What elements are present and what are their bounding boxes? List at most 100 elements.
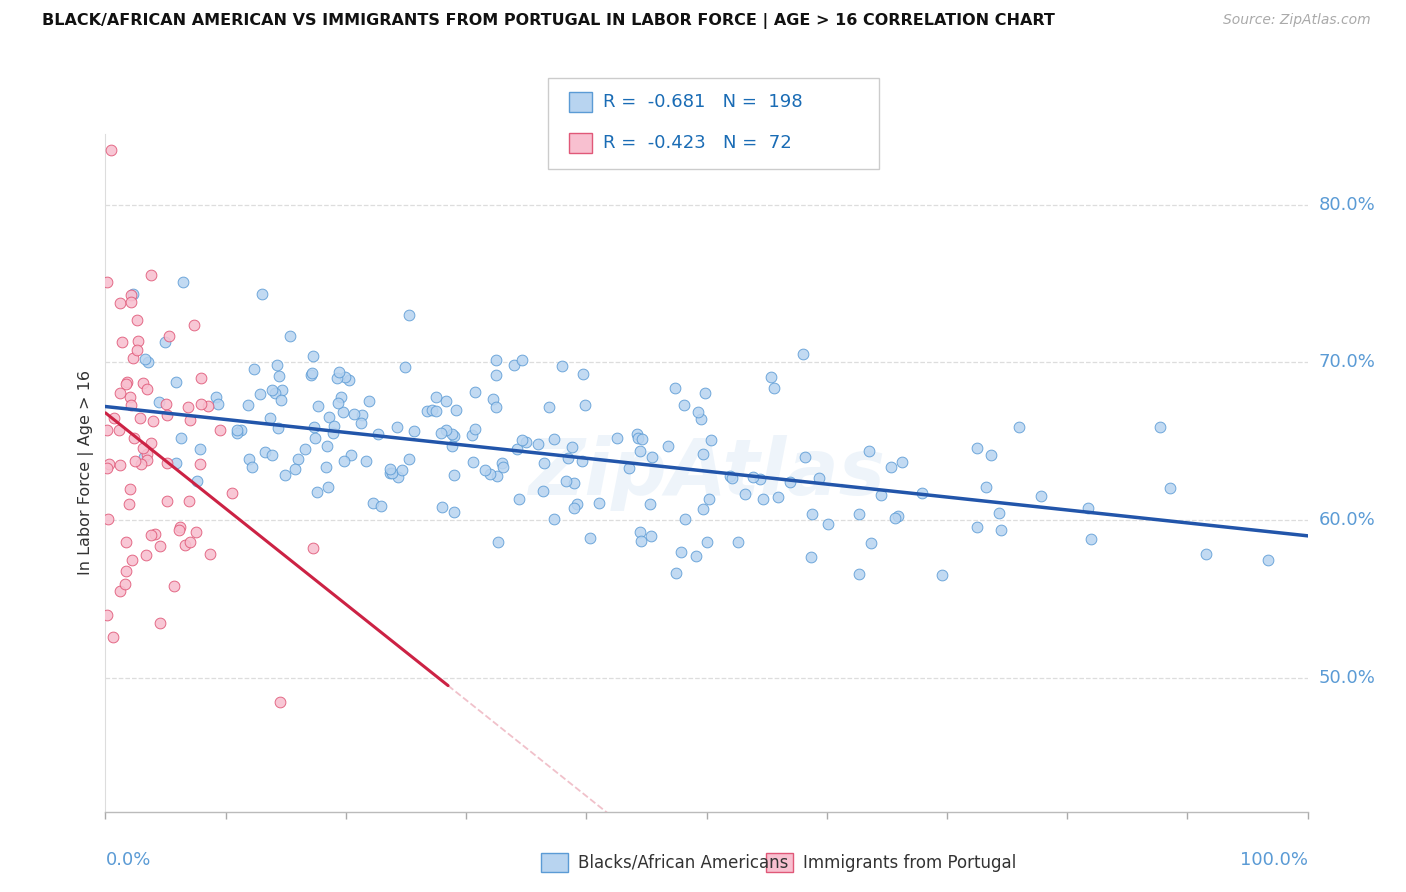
- Point: [271, 383, 294, 397]
- Point: [638, 497, 661, 511]
- Point: [491, 456, 513, 470]
- Point: [127, 313, 149, 327]
- Point: [657, 440, 679, 454]
- Point: [198, 547, 221, 561]
- Point: [236, 398, 259, 412]
- Point: [179, 413, 201, 427]
- Text: Source: ZipAtlas.com: Source: ZipAtlas.com: [1223, 13, 1371, 28]
- Point: [134, 450, 156, 464]
- Point: [114, 564, 136, 578]
- Point: [554, 474, 576, 488]
- Point: [752, 492, 775, 507]
- Point: [571, 454, 593, 468]
- Point: [111, 335, 134, 350]
- Point: [361, 496, 384, 510]
- Point: [848, 566, 870, 581]
- Point: [562, 500, 585, 515]
- Point: [129, 457, 152, 471]
- Point: [485, 469, 508, 483]
- Point: [108, 296, 131, 310]
- Point: [207, 397, 229, 411]
- Point: [170, 431, 193, 445]
- Point: [669, 545, 692, 559]
- Point: [229, 424, 252, 438]
- Point: [533, 456, 555, 470]
- Point: [174, 538, 197, 552]
- Point: [692, 447, 714, 461]
- Point: [132, 441, 155, 455]
- Point: [464, 422, 486, 436]
- Point: [97, 457, 120, 471]
- Point: [1195, 547, 1218, 561]
- Point: [801, 507, 824, 521]
- Point: [169, 523, 191, 537]
- Point: [253, 444, 276, 458]
- Point: [488, 534, 510, 549]
- Point: [103, 630, 125, 644]
- Point: [316, 480, 339, 494]
- Point: [249, 386, 271, 401]
- Point: [673, 512, 696, 526]
- Point: [114, 535, 136, 549]
- Point: [485, 368, 508, 383]
- Point: [387, 470, 409, 484]
- Point: [259, 411, 281, 425]
- Point: [120, 294, 142, 309]
- Point: [990, 523, 1012, 537]
- Point: [588, 496, 610, 510]
- Point: [205, 390, 228, 404]
- Point: [508, 491, 530, 506]
- Point: [183, 318, 205, 332]
- Text: 80.0%: 80.0%: [1319, 195, 1375, 214]
- Point: [434, 394, 457, 409]
- Point: [135, 382, 157, 396]
- Point: [332, 454, 354, 468]
- Point: [197, 399, 219, 413]
- Point: [870, 488, 893, 502]
- Point: [139, 528, 162, 542]
- Point: [108, 386, 131, 401]
- Point: [96, 607, 118, 622]
- Point: [748, 472, 770, 486]
- Point: [270, 392, 292, 407]
- Point: [794, 450, 817, 464]
- Point: [887, 508, 910, 523]
- Point: [330, 390, 353, 404]
- Point: [641, 450, 664, 464]
- Point: [307, 399, 329, 413]
- Point: [425, 404, 447, 418]
- Point: [673, 398, 696, 412]
- Point: [135, 452, 157, 467]
- Point: [378, 466, 401, 480]
- Point: [156, 409, 179, 423]
- Point: [443, 467, 465, 482]
- Point: [238, 451, 260, 466]
- Point: [697, 492, 720, 507]
- Point: [103, 411, 125, 425]
- Point: [315, 439, 337, 453]
- Point: [190, 371, 212, 385]
- Point: [626, 426, 648, 441]
- Point: [987, 507, 1010, 521]
- Point: [332, 405, 354, 419]
- Point: [96, 423, 118, 437]
- Point: [441, 438, 464, 452]
- Point: [474, 462, 496, 476]
- Point: [322, 425, 344, 440]
- Point: [741, 470, 763, 484]
- Point: [96, 461, 118, 475]
- Point: [429, 425, 451, 440]
- Point: [434, 423, 457, 437]
- Point: [444, 402, 467, 417]
- Point: [510, 353, 533, 368]
- Point: [169, 520, 191, 534]
- Point: [700, 433, 723, 447]
- Point: [551, 359, 574, 374]
- Text: BLACK/AFRICAN AMERICAN VS IMMIGRANTS FROM PORTUGAL IN LABOR FORCE | AGE > 16 COR: BLACK/AFRICAN AMERICAN VS IMMIGRANTS FRO…: [42, 13, 1054, 29]
- Point: [628, 525, 651, 540]
- Point: [690, 412, 713, 426]
- Point: [186, 474, 208, 488]
- Point: [359, 393, 381, 408]
- Point: [188, 457, 211, 471]
- Point: [718, 468, 741, 483]
